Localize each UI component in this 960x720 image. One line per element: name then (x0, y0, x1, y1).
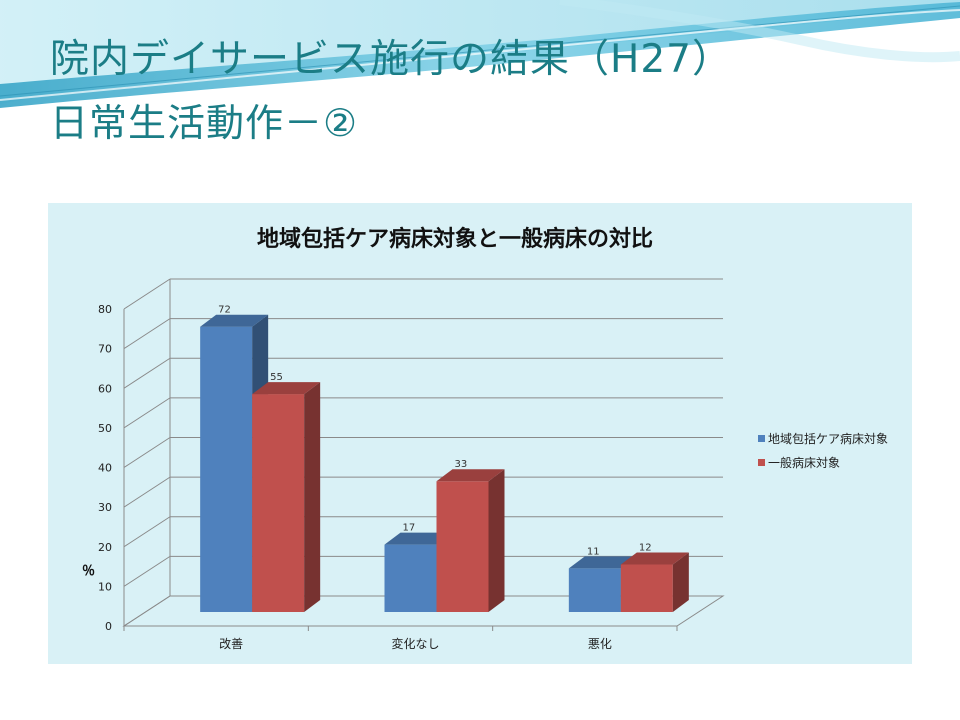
side-gridline (123, 555, 171, 587)
y-axis-label: ％ (82, 564, 95, 579)
bar-front (200, 326, 253, 612)
bar-front (252, 394, 305, 612)
header-swoosh-decoration (0, 0, 960, 108)
side-gridline (123, 397, 171, 429)
data-label: 12 (639, 542, 652, 553)
side-gridline (123, 516, 171, 548)
bar-top (620, 552, 689, 565)
side-gridline (123, 437, 171, 468)
y-tick-label: 50 (98, 422, 112, 435)
bar-front (436, 481, 489, 612)
y-tick-label: 10 (98, 580, 112, 593)
y-tick-label: 0 (105, 620, 112, 633)
bar-front (384, 544, 437, 612)
bar-front (620, 564, 673, 612)
bar-chart: 地域包括ケア病床対象と一般病床の対比 0 10 20 30 40 50 60 70 80 72 55… (82, 226, 888, 651)
side-gridline (123, 357, 171, 389)
bar-top (568, 556, 637, 569)
chart-panel: 地域包括ケア病床対象と一般病床の対比 0 10 20 30 40 50 60 70 80 72 55… (48, 203, 912, 664)
chart-title: 地域包括ケア病床対象と一般病床の対比 (257, 226, 653, 252)
bar-front (568, 568, 621, 612)
y-tick-label: 70 (98, 343, 112, 356)
plot-area: 0 10 20 30 40 50 60 70 80 72 55 改善 17 33 変化なし 11 12 悪化 (98, 278, 725, 651)
data-label: 55 (270, 372, 283, 383)
x-category-label: 悪化 (588, 637, 612, 651)
side-gridline (123, 278, 171, 310)
bar-top (384, 532, 453, 545)
y-tick-label: 20 (98, 541, 112, 554)
slide-subtitle: 日常生活動作－② (50, 101, 359, 145)
data-label: 11 (587, 546, 600, 557)
legend-swatch (758, 435, 765, 442)
data-label: 72 (218, 305, 231, 316)
bar-side (304, 382, 321, 612)
y-tick-label: 80 (98, 303, 112, 316)
side-gridline (123, 476, 171, 508)
legend-swatch (758, 459, 765, 466)
legend-label: 一般病床対象 (768, 455, 840, 470)
data-label: 33 (455, 459, 468, 470)
bar-side (488, 469, 505, 612)
y-tick-label: 30 (98, 501, 112, 514)
x-category-label: 改善 (219, 636, 243, 651)
y-tick-label: 60 (98, 382, 112, 395)
bar-top (200, 314, 269, 327)
legend-label: 地域包括ケア病床対象 (768, 431, 888, 446)
side-gridline (123, 318, 171, 350)
x-category-label: 変化なし (391, 636, 439, 651)
slide-title: 院内デイサービス施行の結果（H27） (50, 37, 732, 82)
bar-side (672, 552, 689, 612)
y-tick-label: 40 (98, 462, 112, 475)
bar-top (436, 469, 505, 482)
bar-top (252, 382, 321, 395)
data-label: 17 (403, 523, 416, 534)
